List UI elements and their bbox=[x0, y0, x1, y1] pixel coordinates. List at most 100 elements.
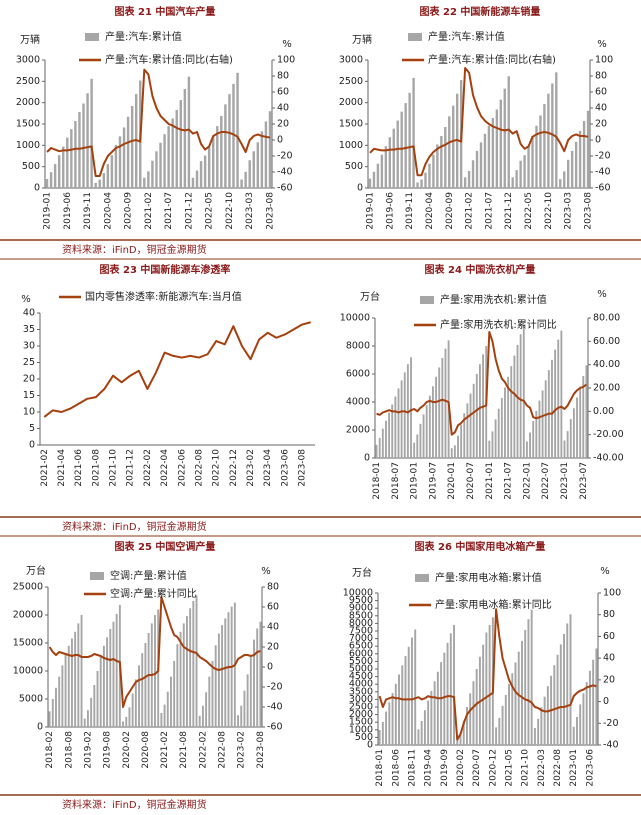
bar bbox=[198, 715, 201, 727]
x-tick-label: 2023-07 bbox=[579, 462, 589, 500]
x-tick-label: 2019-06 bbox=[63, 192, 73, 230]
y-tick-label: 500 bbox=[22, 161, 40, 172]
bar bbox=[462, 720, 465, 745]
bar bbox=[527, 619, 530, 745]
bar bbox=[404, 656, 407, 745]
bar bbox=[430, 690, 433, 745]
x-tick-label: 2023-02 bbox=[246, 449, 256, 487]
y-tick-label: 1500 bbox=[16, 119, 40, 130]
bar bbox=[195, 170, 199, 188]
bar bbox=[396, 120, 399, 188]
bar bbox=[259, 621, 262, 727]
bar bbox=[221, 625, 224, 727]
bar bbox=[414, 629, 417, 745]
legend-label: 产量:家用电冰箱:累计值 bbox=[435, 571, 542, 584]
bar bbox=[475, 150, 479, 188]
bar bbox=[511, 177, 514, 188]
bar bbox=[541, 390, 544, 458]
line-series bbox=[43, 321, 311, 418]
y2-tick-label: -60 bbox=[595, 183, 611, 194]
bar bbox=[428, 395, 431, 458]
bar bbox=[441, 358, 444, 458]
bar bbox=[191, 177, 195, 188]
y2-tick-label: 80 bbox=[267, 582, 279, 593]
bar bbox=[49, 172, 53, 188]
bar bbox=[457, 435, 459, 458]
y-tick-label: 2000 bbox=[346, 425, 370, 436]
source-note: 资料来源：iFinD，铜冠金源期货 bbox=[62, 520, 207, 533]
x-tick-label: 2023-01 bbox=[569, 749, 579, 787]
bar bbox=[559, 644, 562, 745]
bar bbox=[578, 130, 582, 188]
bar bbox=[459, 732, 462, 745]
bar bbox=[48, 711, 51, 727]
bar bbox=[99, 657, 102, 727]
bar bbox=[531, 135, 534, 188]
bar bbox=[576, 397, 578, 458]
bar bbox=[151, 160, 154, 188]
bar bbox=[93, 685, 96, 727]
bar bbox=[126, 116, 130, 188]
bar bbox=[397, 388, 400, 458]
bar bbox=[227, 612, 230, 727]
bar bbox=[539, 115, 542, 188]
x-tick-label: 2021-12 bbox=[184, 192, 194, 230]
bar bbox=[582, 375, 585, 458]
bar bbox=[450, 448, 453, 458]
bar bbox=[260, 131, 264, 188]
y2-tick-label: -60 bbox=[277, 183, 293, 194]
y2-tick-label: 100 bbox=[595, 55, 613, 66]
bar bbox=[428, 163, 431, 188]
y2-tick-label: 40 bbox=[277, 103, 289, 114]
bar bbox=[154, 615, 156, 727]
bar bbox=[438, 367, 441, 458]
x-tick-label: 2019-11 bbox=[405, 192, 415, 230]
bar bbox=[74, 631, 77, 727]
x-tick-label: 2022-08 bbox=[553, 749, 563, 787]
chart-title: 图表 25 中国空调产量 bbox=[115, 540, 216, 553]
bar bbox=[463, 177, 467, 188]
bar bbox=[566, 431, 569, 458]
x-tick-label: 2023-04 bbox=[263, 449, 273, 487]
x-tick-label: 2021-02 bbox=[144, 192, 154, 230]
y-axis-unit: % bbox=[21, 294, 31, 305]
legend-label: 产量:汽车:累计值:同比(右轴) bbox=[105, 53, 233, 66]
bar bbox=[423, 710, 426, 745]
bar bbox=[256, 628, 259, 727]
bar bbox=[185, 616, 188, 727]
y2-tick-label: 40 bbox=[603, 653, 615, 664]
y2-tick-label: -20 bbox=[603, 718, 619, 729]
chart-title: 图表 23 中国新能源车渗透率 bbox=[100, 263, 231, 276]
bar bbox=[155, 151, 158, 188]
bar bbox=[400, 111, 403, 188]
y-tick-label: 9000 bbox=[349, 603, 373, 614]
bar bbox=[57, 155, 61, 188]
bar bbox=[166, 691, 169, 727]
bar bbox=[130, 106, 134, 188]
chart-title: 图表 24 中国洗衣机产量 bbox=[425, 263, 536, 276]
x-tick-label: 2021-12 bbox=[126, 449, 136, 487]
y2-tick-label: 80 bbox=[277, 71, 289, 82]
bar bbox=[77, 623, 80, 727]
bar bbox=[159, 142, 162, 188]
bar bbox=[592, 659, 595, 745]
bar bbox=[417, 729, 420, 745]
legend-label: 产量:家用洗衣机:累计同比 bbox=[440, 318, 557, 331]
y-tick-label: 0 bbox=[357, 183, 363, 194]
bar bbox=[432, 386, 434, 458]
bar bbox=[478, 364, 481, 458]
y-tick-label: 10 bbox=[23, 407, 35, 418]
x-tick-label: 2021-06 bbox=[74, 449, 84, 487]
bar bbox=[557, 339, 560, 458]
bar bbox=[391, 404, 394, 458]
line-series bbox=[378, 608, 597, 741]
bar bbox=[501, 705, 504, 745]
legend-swatch bbox=[90, 572, 104, 580]
y-tick-label: 40 bbox=[23, 308, 35, 319]
bar bbox=[485, 632, 488, 745]
bar bbox=[96, 671, 99, 727]
bar bbox=[376, 163, 380, 188]
bar bbox=[246, 674, 249, 727]
x-tick-label: 2021-02 bbox=[160, 731, 170, 769]
y2-tick-label: 20 bbox=[603, 674, 615, 685]
